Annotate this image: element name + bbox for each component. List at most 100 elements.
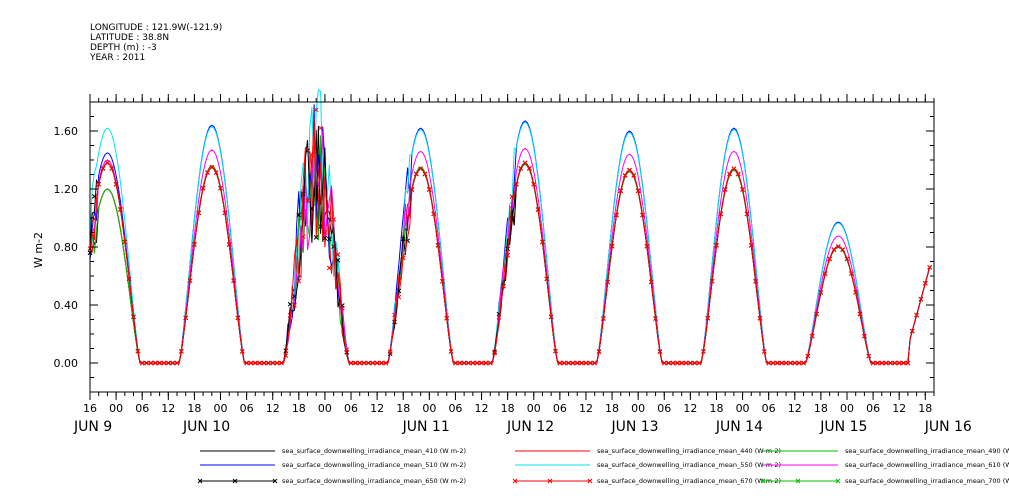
- series-layer: [87, 89, 933, 366]
- data-point: [422, 171, 428, 177]
- data-point: [131, 314, 136, 320]
- data-point: [661, 360, 667, 366]
- data-point: [583, 360, 589, 366]
- data-point: [766, 360, 772, 366]
- data-point: [709, 278, 715, 284]
- data-point: [466, 360, 471, 366]
- data-point: [257, 360, 263, 366]
- data-point: [400, 255, 406, 261]
- data-point: [387, 349, 393, 355]
- legend-label: sea_surface_downwelling_irradiance_mean_…: [845, 477, 1009, 485]
- legend-item: sea_surface_downwelling_irradiance_mean_…: [197, 477, 466, 485]
- data-point: [157, 360, 162, 366]
- legend-marker: [760, 478, 766, 484]
- data-point: [457, 360, 463, 366]
- data-point: [875, 360, 880, 366]
- x-tick-label: 00: [318, 402, 332, 415]
- legend-item: sea_surface_downwelling_irradiance_mean_…: [763, 461, 1009, 469]
- data-point: [866, 353, 872, 359]
- x-tick-label: 12: [161, 402, 175, 415]
- data-point: [300, 234, 306, 239]
- legend: sea_surface_downwelling_irradiance_mean_…: [197, 447, 1009, 485]
- data-point: [701, 349, 706, 354]
- series-line-0: [89, 129, 931, 364]
- data-point: [748, 243, 754, 248]
- data-point: [322, 230, 328, 235]
- data-point: [905, 360, 911, 366]
- data-point: [831, 247, 837, 252]
- data-point: [461, 360, 467, 366]
- data-point: [557, 360, 563, 366]
- data-point: [213, 170, 219, 175]
- x-tick-label: 12: [266, 402, 280, 415]
- data-point: [757, 315, 763, 321]
- x-tick-label: 12: [683, 402, 697, 415]
- data-point: [144, 360, 149, 366]
- data-point: [348, 360, 354, 366]
- data-point: [683, 360, 689, 366]
- legend-label: sea_surface_downwelling_irradiance_mean_…: [597, 447, 781, 455]
- x-tick-label: 18: [187, 402, 201, 415]
- data-point: [744, 211, 750, 217]
- legend-item: sea_surface_downwelling_irradiance_mean_…: [512, 477, 781, 485]
- data-point: [239, 349, 245, 354]
- data-point: [453, 360, 458, 366]
- x-tick-label: 12: [475, 402, 489, 415]
- data-point: [274, 360, 280, 366]
- legend-label: sea_surface_downwelling_irradiance_mean_…: [597, 477, 781, 485]
- data-point: [244, 360, 249, 366]
- data-point: [922, 280, 928, 286]
- data-point: [379, 360, 384, 366]
- data-point: [835, 244, 841, 249]
- data-point: [657, 349, 663, 354]
- data-point: [622, 173, 628, 178]
- data-point: [487, 360, 493, 366]
- data-point: [509, 194, 515, 199]
- data-point: [635, 188, 641, 194]
- date-label: JUN 13: [610, 419, 658, 435]
- data-point: [788, 360, 793, 366]
- x-tick-label: 18: [814, 402, 828, 415]
- data-point: [366, 360, 371, 366]
- data-point: [596, 349, 602, 354]
- x-tick-label: 06: [762, 402, 776, 415]
- x-tick-label: 00: [736, 402, 750, 415]
- data-point: [870, 360, 876, 366]
- data-point: [313, 235, 319, 240]
- data-point: [775, 360, 780, 366]
- data-point: [374, 360, 380, 366]
- data-point: [783, 360, 789, 366]
- data-point: [405, 213, 410, 219]
- x-tick-label: 16: [83, 402, 97, 415]
- data-point: [326, 265, 332, 271]
- date-label: JUN 9: [73, 419, 112, 435]
- data-point: [222, 210, 228, 216]
- data-point: [735, 171, 741, 177]
- x-tick-label: 00: [631, 402, 645, 415]
- data-point: [187, 278, 193, 284]
- data-point: [196, 210, 202, 216]
- data-point: [587, 360, 593, 366]
- data-point: [853, 290, 859, 295]
- legend-label: sea_surface_downwelling_irradiance_mean_…: [597, 461, 781, 469]
- data-point: [200, 185, 206, 191]
- series-line-6: [89, 125, 931, 364]
- data-point: [218, 185, 223, 191]
- data-point: [335, 252, 341, 257]
- data-point: [822, 271, 828, 276]
- depth-label: DEPTH (m) : -3: [90, 43, 157, 53]
- x-tick-label: 06: [344, 402, 358, 415]
- data-point: [305, 198, 310, 203]
- legend-marker: [512, 478, 518, 484]
- data-point: [318, 125, 323, 131]
- data-point: [192, 242, 197, 247]
- x-tick-label: 06: [553, 402, 567, 415]
- date-label: JUN 11: [402, 419, 450, 435]
- data-point: [326, 236, 332, 242]
- data-point: [722, 187, 728, 192]
- date-label: JUN 16: [924, 419, 972, 435]
- data-point: [161, 360, 167, 366]
- data-point: [879, 360, 885, 366]
- data-point: [740, 187, 745, 192]
